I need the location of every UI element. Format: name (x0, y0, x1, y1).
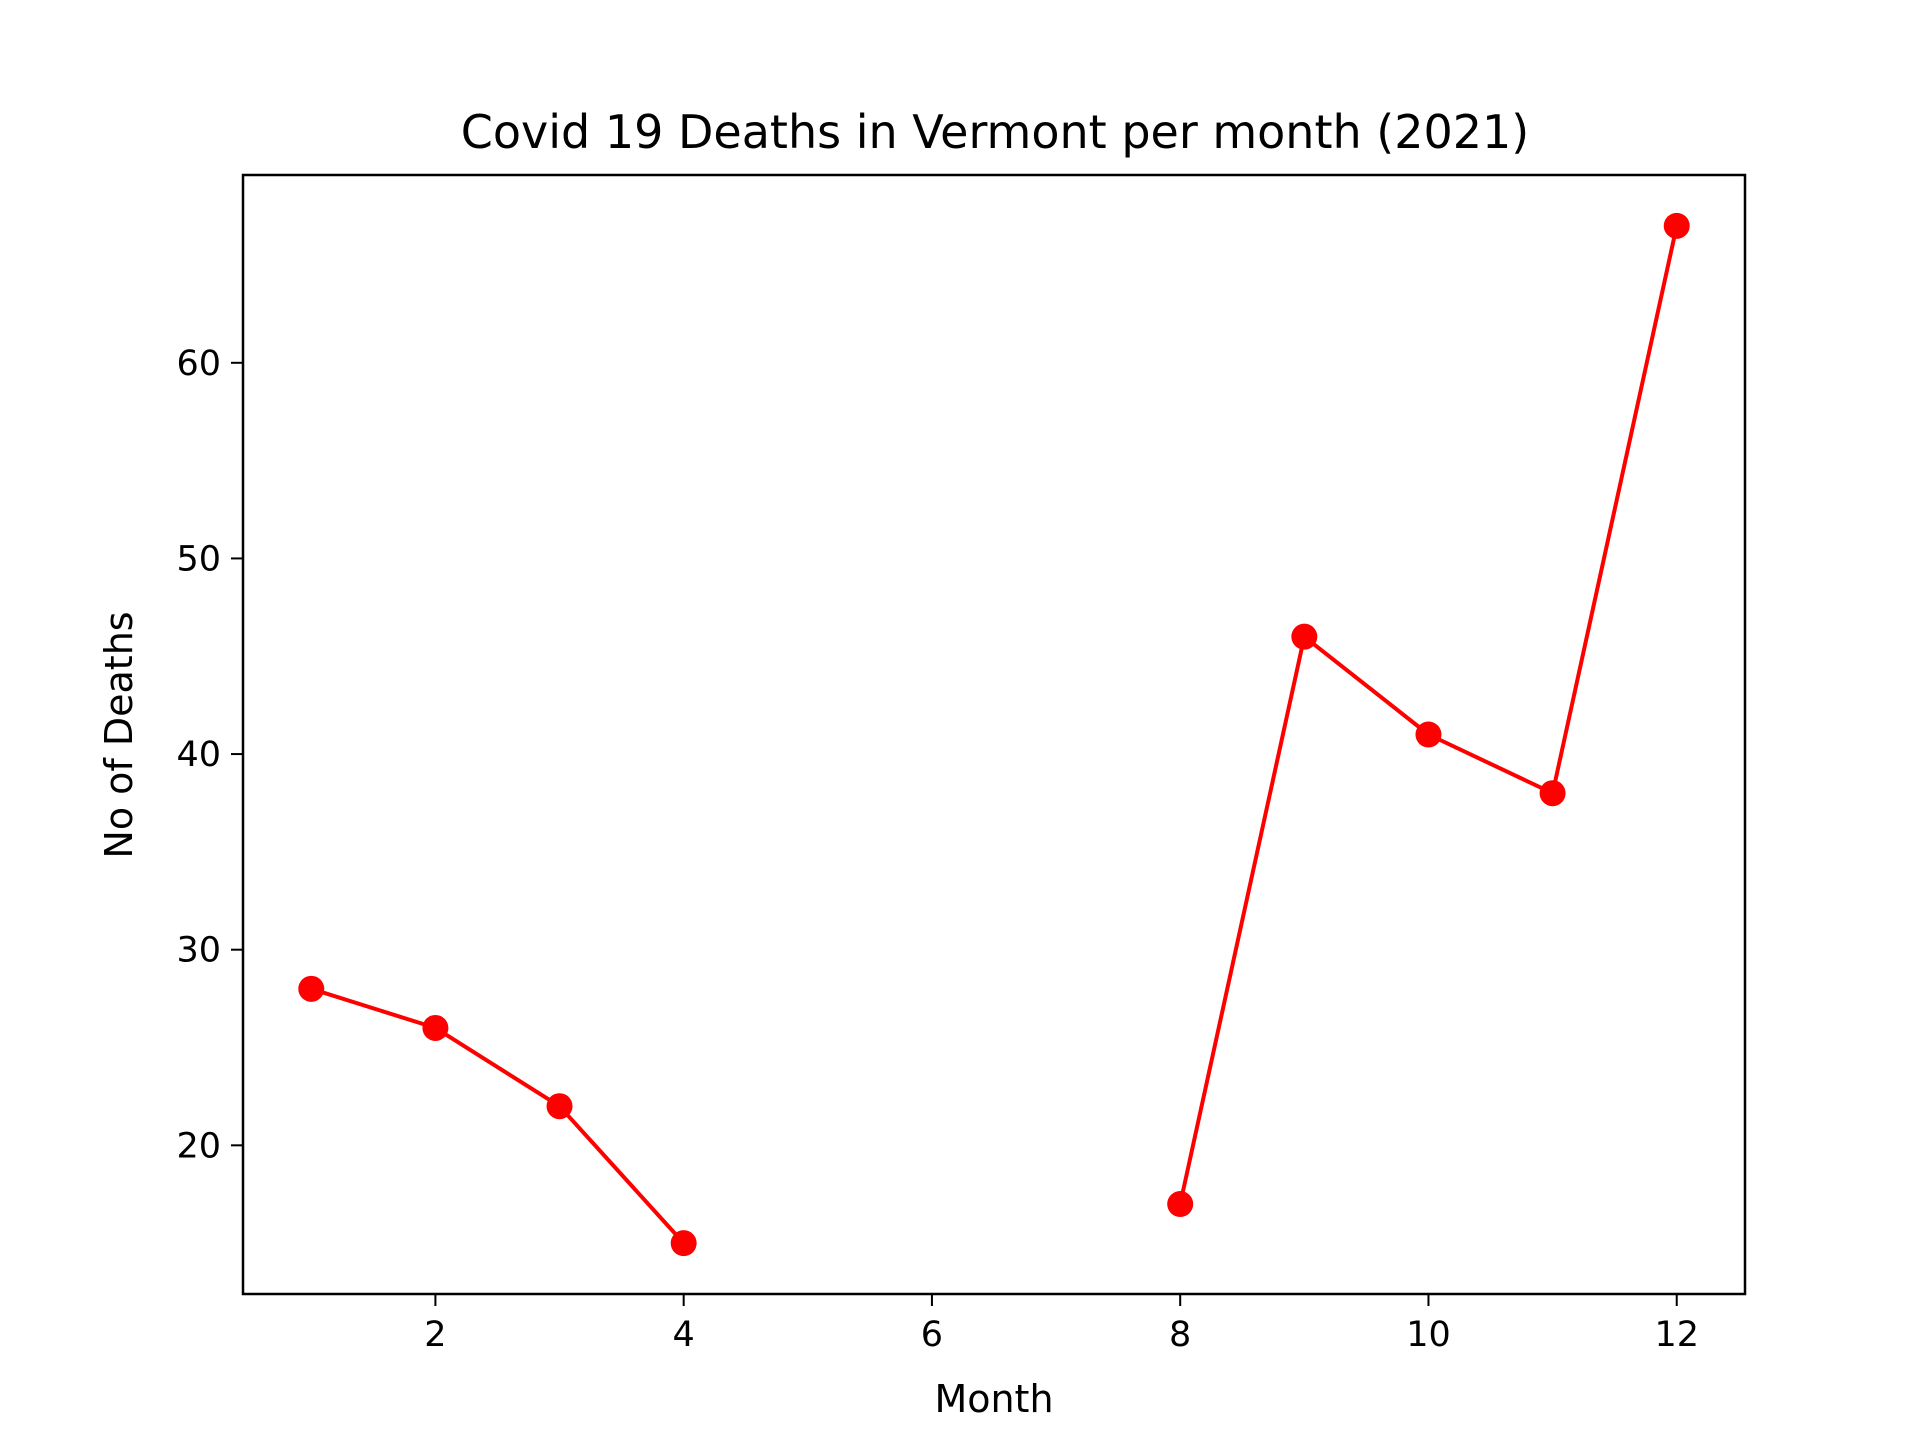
data-point-month-4 (670, 1230, 697, 1257)
y-tick-label: 20 (176, 1126, 221, 1166)
x-tick-label: 2 (424, 1315, 446, 1355)
y-tick-label: 50 (176, 539, 221, 579)
y-axis: 20 30 40 50 60 (176, 344, 243, 1166)
y-tick-label: 30 (176, 931, 221, 971)
data-point-month-3 (546, 1093, 573, 1120)
data-point-month-11 (1539, 780, 1566, 807)
x-tick-label: 8 (1169, 1315, 1191, 1355)
y-tick-label: 60 (176, 344, 221, 384)
x-tick-label: 12 (1654, 1315, 1699, 1355)
plot-area (298, 212, 1690, 1257)
data-point-month-2 (422, 1014, 449, 1041)
x-tick-label: 4 (673, 1315, 695, 1355)
x-tick-label: 10 (1406, 1315, 1451, 1355)
y-tick-label: 40 (176, 735, 221, 775)
data-point-month-10 (1415, 721, 1442, 748)
axes-frame (241, 173, 1747, 1296)
data-point-month-9 (1291, 623, 1318, 650)
chart-title: Covid 19 Deaths in Vermont per month (20… (461, 105, 1529, 159)
x-tick-label: 6 (921, 1315, 943, 1355)
data-point-month-12 (1663, 212, 1690, 239)
series-line-segment (310, 986, 686, 1245)
x-axis: 2 4 6 8 10 12 (424, 1294, 1699, 1355)
y-axis-label: No of Deaths (97, 611, 141, 858)
data-point-month-8 (1167, 1191, 1194, 1218)
x-axis-label: Month (934, 1377, 1053, 1421)
data-point-month-1 (298, 975, 325, 1002)
